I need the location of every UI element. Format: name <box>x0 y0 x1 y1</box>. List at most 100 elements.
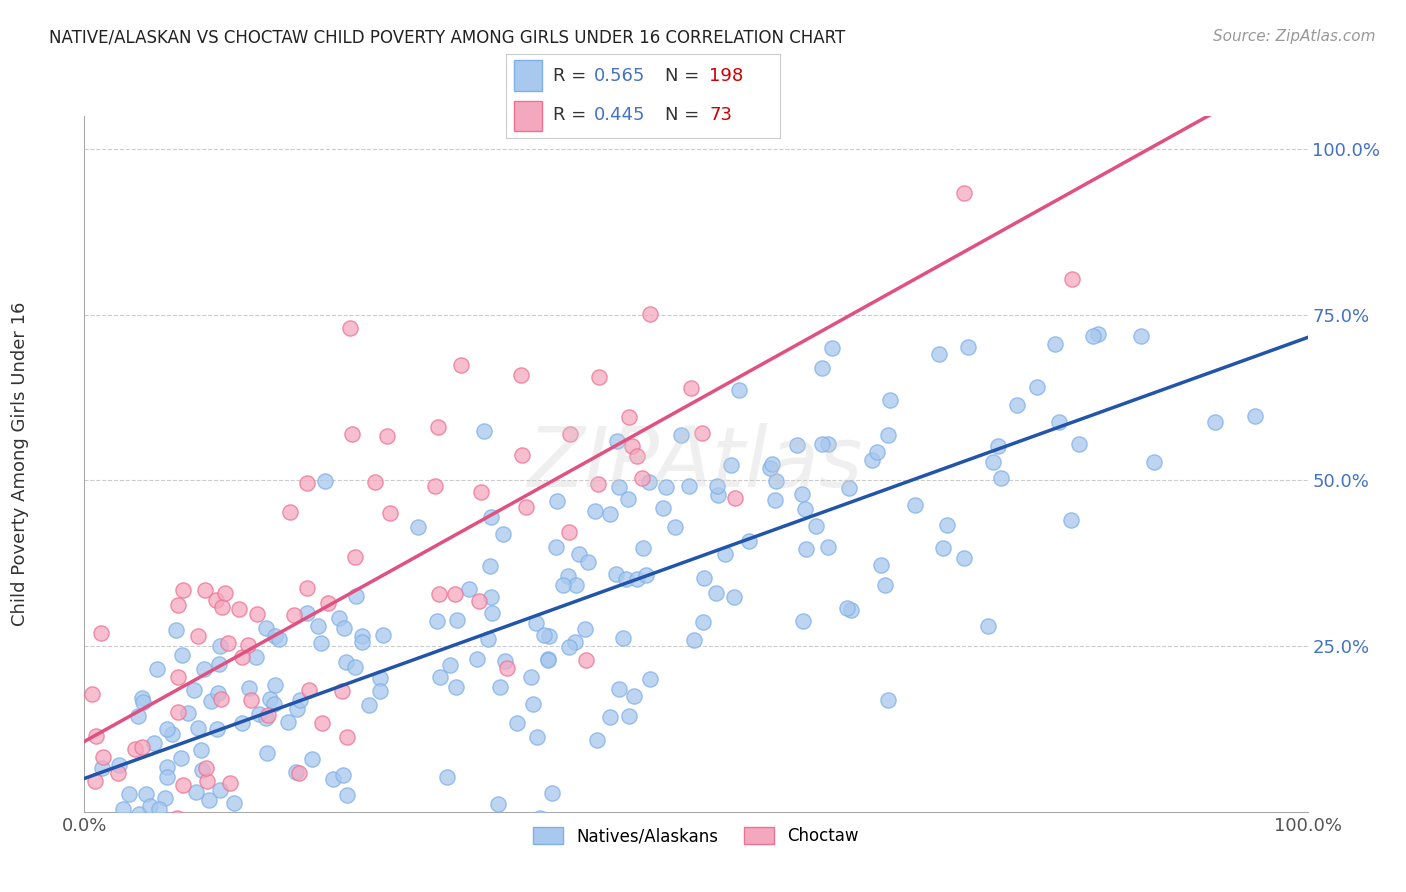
Point <box>357 845 380 859</box>
Point <box>1067 437 1090 451</box>
Point <box>217 636 239 650</box>
Point <box>623 690 645 704</box>
Point <box>879 392 901 407</box>
Point <box>84 729 107 743</box>
Point <box>704 586 727 600</box>
Point <box>256 746 278 760</box>
Point <box>190 743 212 757</box>
Point <box>90 626 112 640</box>
Point <box>877 692 900 706</box>
Point <box>363 475 385 489</box>
Point <box>314 475 336 489</box>
Point <box>533 628 555 642</box>
Point <box>619 709 641 723</box>
Point <box>443 587 465 601</box>
Point <box>160 727 183 741</box>
Point <box>620 439 643 453</box>
Point <box>1204 415 1226 429</box>
Point <box>211 600 233 615</box>
Point <box>191 763 214 777</box>
Point <box>209 691 232 706</box>
Point <box>575 653 598 667</box>
Point <box>146 662 169 676</box>
Point <box>678 478 700 492</box>
Point <box>794 502 817 516</box>
Point <box>165 623 187 637</box>
Point <box>723 591 745 605</box>
Point <box>183 682 205 697</box>
Point <box>195 814 218 829</box>
Point <box>1026 380 1049 394</box>
Point <box>560 426 582 441</box>
Point <box>208 639 231 653</box>
Point <box>631 541 654 555</box>
Point <box>616 573 638 587</box>
Point <box>1143 455 1166 469</box>
Point <box>529 811 551 825</box>
Point <box>811 360 834 375</box>
Point <box>877 428 900 442</box>
Point <box>520 671 543 685</box>
Y-axis label: Child Poverty Among Girls Under 16: Child Poverty Among Girls Under 16 <box>11 301 28 626</box>
Point <box>522 698 544 712</box>
Point <box>246 607 269 621</box>
Point <box>322 772 344 786</box>
Point <box>465 652 488 666</box>
Point <box>254 621 277 635</box>
Point <box>1060 272 1083 286</box>
Point <box>626 449 648 463</box>
Point <box>139 799 162 814</box>
Point <box>544 540 567 554</box>
Point <box>359 698 381 712</box>
Point <box>811 437 834 451</box>
Point <box>342 427 364 442</box>
Point <box>277 714 299 729</box>
Point <box>439 658 461 673</box>
Point <box>957 340 980 354</box>
Point <box>599 710 621 724</box>
Point <box>586 477 609 491</box>
Point <box>214 586 236 600</box>
Point <box>617 409 640 424</box>
Point <box>177 706 200 720</box>
Point <box>564 635 586 649</box>
Text: 0.565: 0.565 <box>593 68 645 86</box>
Point <box>786 438 808 452</box>
Point <box>692 615 714 629</box>
Point <box>638 475 661 490</box>
Point <box>605 567 627 582</box>
Point <box>231 716 253 731</box>
Point <box>537 653 560 667</box>
Point <box>655 480 678 494</box>
Point <box>245 649 267 664</box>
Point <box>1047 415 1070 429</box>
Point <box>728 383 751 397</box>
Point <box>283 607 305 622</box>
Point <box>1130 329 1153 343</box>
Point <box>444 680 467 694</box>
Point <box>631 471 654 485</box>
Point <box>373 628 395 642</box>
Point <box>344 549 367 564</box>
Point <box>172 648 194 662</box>
Point <box>540 786 562 800</box>
Point <box>143 736 166 750</box>
Point <box>195 773 218 788</box>
Point <box>426 420 449 434</box>
Point <box>866 445 889 459</box>
Point <box>835 600 858 615</box>
Point <box>193 662 215 676</box>
Point <box>172 582 194 597</box>
Point <box>82 687 104 701</box>
Point <box>860 452 883 467</box>
Point <box>297 475 319 490</box>
Point <box>763 493 786 508</box>
Point <box>332 768 354 782</box>
Point <box>350 629 373 643</box>
Point <box>436 771 458 785</box>
Point <box>207 686 229 700</box>
Point <box>267 632 290 646</box>
Point <box>236 639 259 653</box>
Point <box>295 606 318 620</box>
Point <box>607 681 630 696</box>
